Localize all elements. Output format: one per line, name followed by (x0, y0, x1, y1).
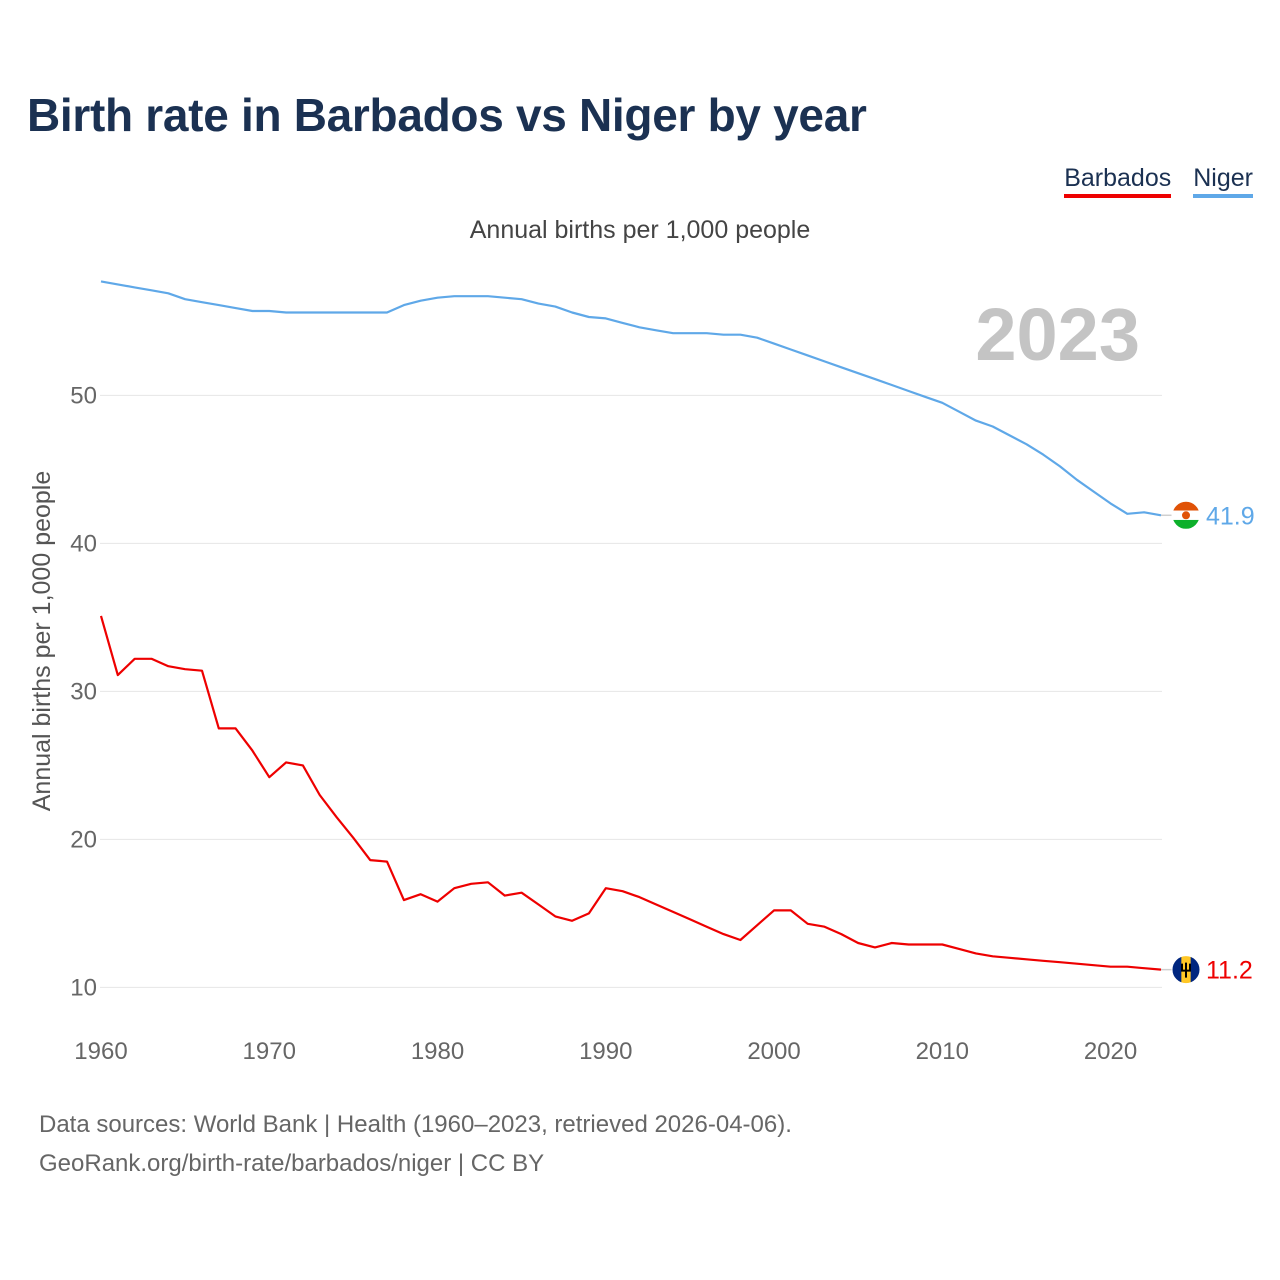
x-tick-label: 2000 (747, 1038, 800, 1065)
y-tick-label: 10 (70, 974, 97, 1001)
footer-sources: Data sources: World Bank | Health (1960–… (39, 1111, 792, 1138)
series-line-niger (100, 280, 1162, 517)
y-tick-label: 50 (70, 382, 97, 409)
y-tick-label: 30 (70, 678, 97, 705)
x-tick-label: 1970 (243, 1038, 296, 1065)
x-tick-label: 2020 (1084, 1038, 1137, 1065)
flag-niger-icon (1172, 501, 1200, 530)
y-axis-label: Annual births per 1,000 people (28, 471, 56, 812)
footer: Data sources: World Bank | Health (1960–… (39, 1105, 792, 1183)
end-value-label-niger: 41.9 (1206, 502, 1255, 530)
current-year-label: 2023 (975, 293, 1140, 376)
y-axis-ticks: 10 20 30 40 50 (70, 382, 97, 1001)
x-tick-label: 2010 (916, 1038, 969, 1065)
legend-item-barbados[interactable]: Barbados (1064, 164, 1172, 198)
x-tick-label: 1960 (74, 1038, 127, 1065)
chart-title: Birth rate in Barbados vs Niger by year (27, 89, 867, 141)
legend: Barbados Niger (1064, 164, 1253, 198)
footer-link[interactable]: GeoRank.org/birth-rate/barbados/niger | … (39, 1150, 545, 1177)
chart-subtitle: Annual births per 1,000 people (469, 216, 811, 244)
flag-barbados-icon (1172, 955, 1200, 984)
y-tick-label: 20 (70, 826, 97, 853)
x-tick-label: 1980 (411, 1038, 464, 1065)
series-lines (99, 280, 1162, 971)
x-axis-ticks: 1960 1970 1980 1990 2000 2010 2020 (74, 1038, 1137, 1065)
end-value-label-barbados: 11.2 (1206, 957, 1253, 985)
y-tick-label: 40 (70, 530, 97, 557)
x-tick-label: 1990 (579, 1038, 632, 1065)
legend-item-niger[interactable]: Niger (1193, 164, 1253, 198)
end-markers: 11.2 41.9 (1161, 500, 1255, 985)
grid-lines (100, 394, 1162, 988)
series-line-barbados (99, 615, 1162, 971)
